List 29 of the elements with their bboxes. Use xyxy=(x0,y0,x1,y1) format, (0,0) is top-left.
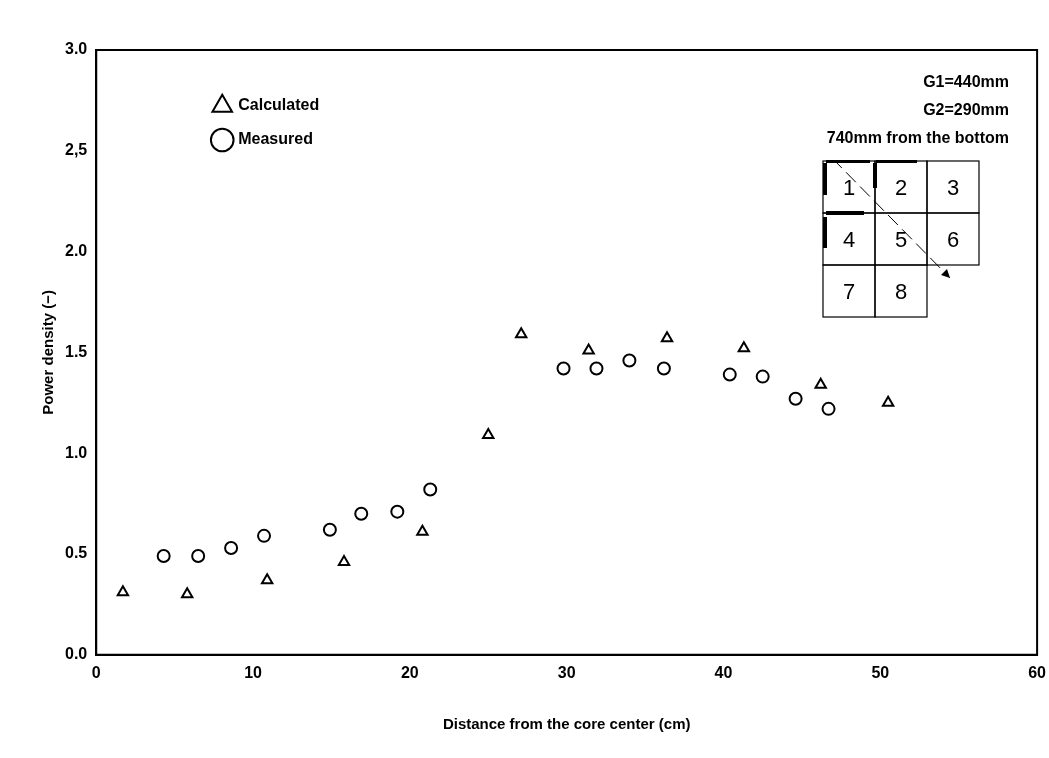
x-tick-label: 10 xyxy=(244,663,263,681)
annotation: 2 xyxy=(894,175,908,200)
x-tick-label: 30 xyxy=(557,663,576,681)
annotation: 6 xyxy=(946,227,960,252)
y-tick-label: 2,5 xyxy=(64,141,88,159)
x-tick-label: 0 xyxy=(91,663,101,681)
annotation: 7 xyxy=(842,279,856,304)
x-tick-label: 40 xyxy=(714,663,733,681)
annotation: 8 xyxy=(894,279,908,304)
annotation: 3 xyxy=(946,175,960,200)
x-axis-title: Distance from the core center (cm) xyxy=(442,715,691,733)
y-tick-label: 0.5 xyxy=(64,544,88,562)
y-tick-label: 2.0 xyxy=(64,242,88,260)
x-tick-label: 50 xyxy=(871,663,890,681)
y-tick-label: 3.0 xyxy=(64,40,88,58)
legend-label: Measured xyxy=(238,130,313,148)
y-axis-title: Power density (−) xyxy=(39,290,57,415)
y-tick-label: 1.5 xyxy=(64,342,88,360)
annotation: 5 xyxy=(894,227,908,252)
legend-label: Calculated xyxy=(238,96,320,114)
annotation: 4 xyxy=(842,227,856,252)
y-tick-label: 0.0 xyxy=(64,645,88,663)
annotation: 740mm from the bottom xyxy=(826,128,1009,148)
x-tick-label: 20 xyxy=(400,663,419,681)
y-tick-label: 1.0 xyxy=(64,443,88,461)
x-tick-label: 60 xyxy=(1028,663,1047,681)
annotation: G1=440mm xyxy=(922,72,1009,92)
annotation: 1 xyxy=(842,175,856,200)
annotation: G2=290mm xyxy=(922,100,1009,120)
